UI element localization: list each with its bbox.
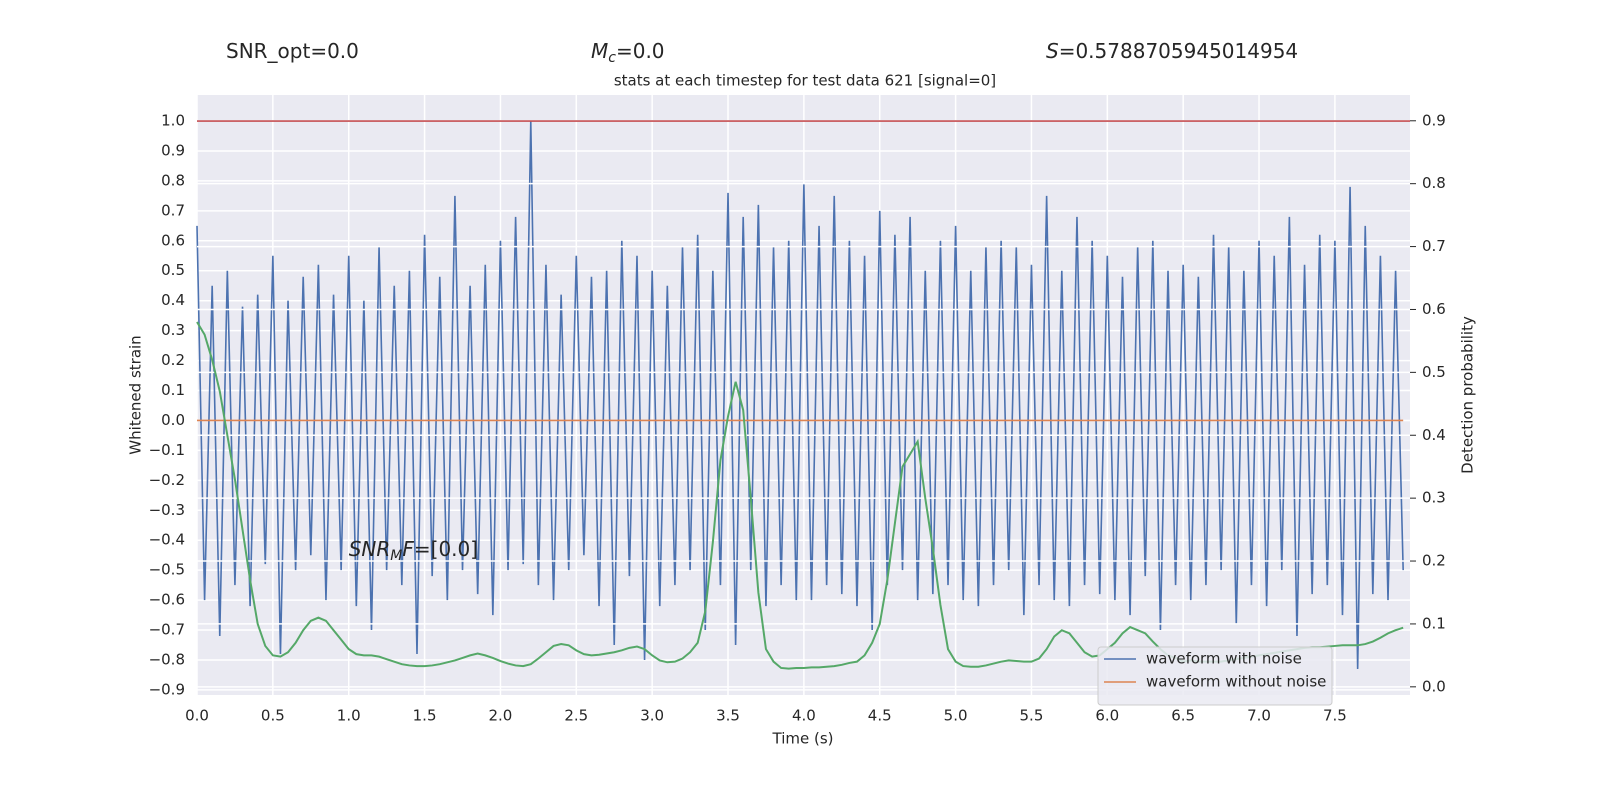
annotation-tail: F xyxy=(402,537,414,561)
x-tick-label: 6.0 xyxy=(1095,707,1119,725)
legend-label: waveform with noise xyxy=(1146,650,1302,668)
x-tick-label: 1.0 xyxy=(337,707,361,725)
header-text-rest: SNR_opt=0.0 xyxy=(226,39,359,63)
y2-tick-label: 0.9 xyxy=(1422,111,1446,129)
legend-box xyxy=(1097,646,1333,706)
y2-tick-label: 0.8 xyxy=(1422,174,1446,192)
y-tick-label: 0.3 xyxy=(161,321,185,339)
y2-tick-label: 0.2 xyxy=(1422,552,1446,570)
x-tick-label: 5.0 xyxy=(944,707,968,725)
header-text-rest: =0.5788705945014954 xyxy=(1059,39,1298,63)
y-tick-label: 0.9 xyxy=(161,141,185,159)
annotation-base: SNR xyxy=(349,537,391,561)
y2-axis-label: Detection probability xyxy=(1459,316,1477,474)
header-text: SNR_opt=0.0 xyxy=(226,39,359,63)
x-tick-label: 0.5 xyxy=(261,707,285,725)
annotation-sub: M xyxy=(390,548,402,564)
header-text-rest: =0.0 xyxy=(616,39,665,63)
x-tick-label: 0.0 xyxy=(185,707,209,725)
x-axis-label: Time (s) xyxy=(772,730,834,748)
x-tick-label: 7.5 xyxy=(1323,707,1347,725)
y-tick-label: 0.5 xyxy=(161,261,185,279)
y-tick-label: −0.6 xyxy=(149,591,185,609)
chart-title: stats at each timestep for test data 621… xyxy=(614,72,996,90)
y-tick-label: 0.1 xyxy=(161,381,185,399)
x-tick-label: 4.0 xyxy=(792,707,816,725)
y-tick-label: −0.7 xyxy=(149,621,185,639)
x-tick-label: 1.5 xyxy=(413,707,437,725)
y-tick-label: 0.6 xyxy=(161,231,185,249)
y2-tick-label: 0.3 xyxy=(1422,489,1446,507)
y-tick-label: 0.7 xyxy=(161,201,185,219)
annotation-text: =[0.0] xyxy=(414,537,478,561)
x-tick-label: 3.5 xyxy=(716,707,740,725)
y-tick-label: 0.8 xyxy=(161,171,185,189)
y2-tick-label: 0.4 xyxy=(1422,426,1446,444)
y2-tick-label: 0.1 xyxy=(1422,614,1446,632)
annotation: SNRMF=[0.0] xyxy=(349,537,478,565)
y-tick-label: 0.0 xyxy=(161,411,185,429)
y-tick-label: −0.8 xyxy=(149,650,185,668)
y-tick-label: −0.3 xyxy=(149,501,185,519)
y-tick-label: −0.9 xyxy=(149,680,185,698)
x-tick-label: 3.0 xyxy=(640,707,664,725)
header-text: S=0.5788705945014954 xyxy=(1046,39,1298,63)
header-text-base: M xyxy=(591,39,608,63)
y2-tick-label: 0.6 xyxy=(1422,300,1446,318)
x-tick-label: 2.5 xyxy=(564,707,588,725)
y-tick-label: −0.5 xyxy=(149,561,185,579)
y-tick-label: −0.1 xyxy=(149,441,185,459)
y-axis-label: Whitened strain xyxy=(127,335,145,454)
y2-tick-label: 0.5 xyxy=(1422,363,1446,381)
x-tick-label: 5.5 xyxy=(1020,707,1044,725)
header-text-base: S xyxy=(1046,39,1059,63)
y-tick-label: −0.2 xyxy=(149,471,185,489)
x-tick-label: 7.0 xyxy=(1247,707,1271,725)
legend-label: waveform without noise xyxy=(1146,673,1326,691)
x-tick-label: 6.5 xyxy=(1171,707,1195,725)
y-tick-label: 1.0 xyxy=(161,112,185,130)
header-text: Mc=0.0 xyxy=(591,39,665,67)
x-tick-label: 4.5 xyxy=(868,707,892,725)
y-tick-label: 0.2 xyxy=(161,351,185,369)
y2-tick-label: 0.0 xyxy=(1422,677,1446,695)
y2-tick-label: 0.7 xyxy=(1422,237,1446,255)
y-tick-label: 0.4 xyxy=(161,291,185,309)
x-tick-label: 2.0 xyxy=(489,707,513,725)
y-tick-label: −0.4 xyxy=(149,531,185,549)
header-text-sub: c xyxy=(608,50,616,66)
